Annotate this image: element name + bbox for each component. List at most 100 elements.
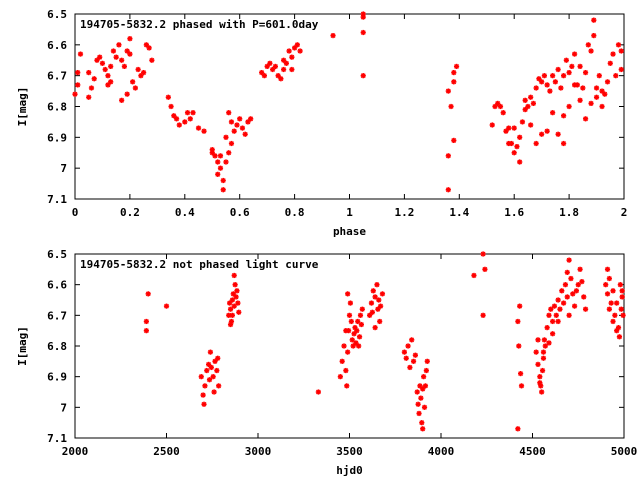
bottom-data-point <box>544 325 550 331</box>
bottom-data-point <box>582 306 589 312</box>
bottom-data-point <box>579 279 585 285</box>
top-data-point <box>561 140 567 147</box>
top-x-tick-label: 0.6 <box>230 206 250 219</box>
top-data-point <box>190 110 196 116</box>
bottom-data-point <box>214 367 220 374</box>
top-data-point <box>176 122 182 128</box>
top-data-point <box>539 79 545 85</box>
top-data-point <box>451 69 457 76</box>
top-data-point <box>533 140 539 147</box>
bottom-data-point <box>421 374 427 380</box>
bottom-x-tick-label: 2500 <box>153 445 180 458</box>
top-data-point <box>550 110 556 116</box>
bottom-data-point <box>401 349 407 355</box>
bottom-data-point <box>343 328 349 334</box>
bottom-data-point <box>515 426 521 432</box>
bottom-data-point <box>337 374 343 380</box>
bottom-data-point <box>420 426 426 432</box>
bottom-data-point <box>421 404 428 410</box>
top-data-point <box>121 63 128 70</box>
top-data-point <box>591 32 597 39</box>
bottom-data-point <box>403 355 409 361</box>
bottom-data-point <box>374 282 380 288</box>
top-data-point <box>445 187 451 193</box>
bottom-x-tick-label: 2000 <box>62 445 89 458</box>
bottom-data-point <box>377 318 383 325</box>
bottom-data-point <box>414 389 420 395</box>
bottom-data-point <box>346 312 353 318</box>
top-data-point <box>86 94 92 100</box>
top-x-tick-label: 0.4 <box>175 206 195 219</box>
bottom-data-point <box>515 318 521 325</box>
bottom-data-point <box>603 282 609 288</box>
bottom-data-point <box>422 383 429 389</box>
bottom-y-tick-label: 6.7 <box>47 309 67 322</box>
bottom-data-point <box>212 358 218 364</box>
bottom-data-point <box>215 355 221 361</box>
bottom-data-point <box>618 306 624 312</box>
top-data-point <box>165 94 171 100</box>
bottom-data-point <box>555 297 561 303</box>
top-y-tick-label: 6.8 <box>47 101 67 114</box>
bottom-data-point <box>211 389 217 395</box>
bottom-data-point <box>571 303 578 309</box>
bottom-data-point <box>236 309 242 315</box>
top-data-point <box>547 88 553 94</box>
top-data-point <box>113 54 119 60</box>
top-data-point <box>237 116 243 122</box>
bottom-data-point <box>535 337 541 343</box>
top-data-point <box>135 66 141 73</box>
top-data-point <box>613 73 619 79</box>
top-data-point <box>552 79 558 85</box>
bottom-data-point <box>417 383 423 389</box>
bottom-data-point <box>227 306 234 312</box>
top-data-point <box>500 110 506 116</box>
bottom-data-point <box>480 251 486 257</box>
bottom-data-point <box>229 297 235 303</box>
top-data-point <box>110 48 117 54</box>
bottom-y-tick-label: 6.9 <box>47 371 67 384</box>
top-data-point <box>569 63 575 70</box>
top-data-point <box>97 54 103 60</box>
bottom-plot-frame <box>74 253 625 439</box>
top-data-point <box>77 51 84 57</box>
top-data-point <box>108 63 114 70</box>
bottom-data-point <box>518 371 524 377</box>
bottom-data-point <box>540 349 547 355</box>
top-data-point <box>514 143 520 150</box>
top-data-point <box>270 66 276 73</box>
bottom-data-point <box>566 312 572 318</box>
top-data-point <box>489 122 495 128</box>
bottom-data-point <box>357 312 364 318</box>
top-data-point <box>75 82 81 88</box>
top-data-point <box>506 125 512 131</box>
top-data-point <box>360 73 366 79</box>
top-data-point <box>566 103 572 110</box>
top-data-point <box>141 69 147 76</box>
bottom-data-point <box>568 275 574 282</box>
top-data-point <box>558 85 564 91</box>
top-data-point <box>588 48 594 54</box>
top-data-point <box>146 45 152 51</box>
top-x-tick-label: 1.4 <box>449 206 469 219</box>
bottom-data-point <box>347 300 354 306</box>
bottom-data-point <box>575 282 581 288</box>
bottom-data-point <box>372 294 378 300</box>
top-data-point <box>220 177 226 184</box>
top-data-point <box>226 110 232 116</box>
bottom-data-point <box>610 288 616 294</box>
bottom-data-point <box>539 367 546 374</box>
bottom-data-point <box>415 401 421 407</box>
top-data-point <box>528 122 534 128</box>
bottom-data-point <box>315 389 321 395</box>
bottom-data-point <box>353 340 359 346</box>
top-data-point <box>286 48 292 54</box>
top-x-tick-label: 1.8 <box>559 206 579 219</box>
bottom-data-point <box>539 389 545 395</box>
top-data-point <box>226 150 232 156</box>
bottom-data-point <box>341 343 347 349</box>
top-data-point <box>588 100 594 107</box>
top-x-tick-label: 1 <box>346 206 353 219</box>
top-data-point <box>615 42 622 48</box>
bottom-data-point <box>376 297 382 303</box>
